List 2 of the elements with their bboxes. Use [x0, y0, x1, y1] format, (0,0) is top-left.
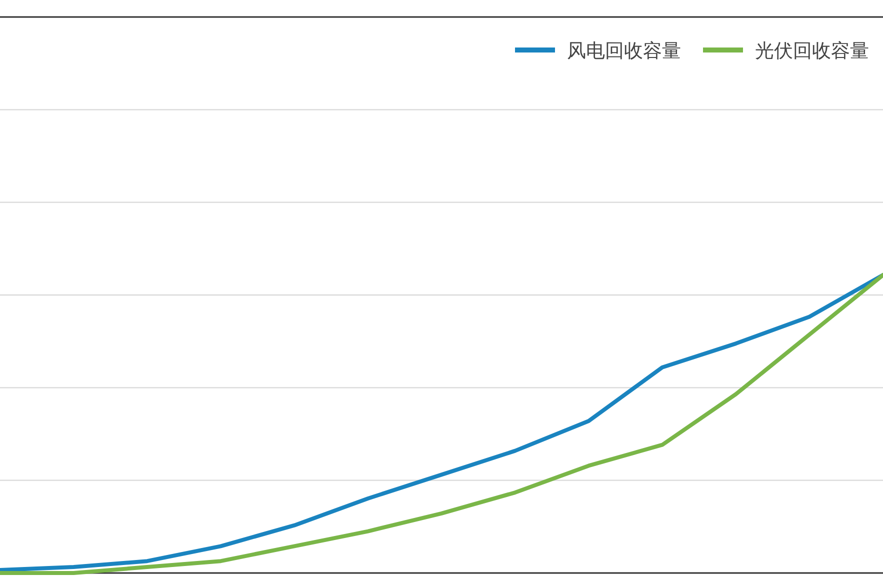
- legend-label: 光伏回收容量: [755, 40, 869, 62]
- legend-label: 风电回收容量: [567, 40, 681, 62]
